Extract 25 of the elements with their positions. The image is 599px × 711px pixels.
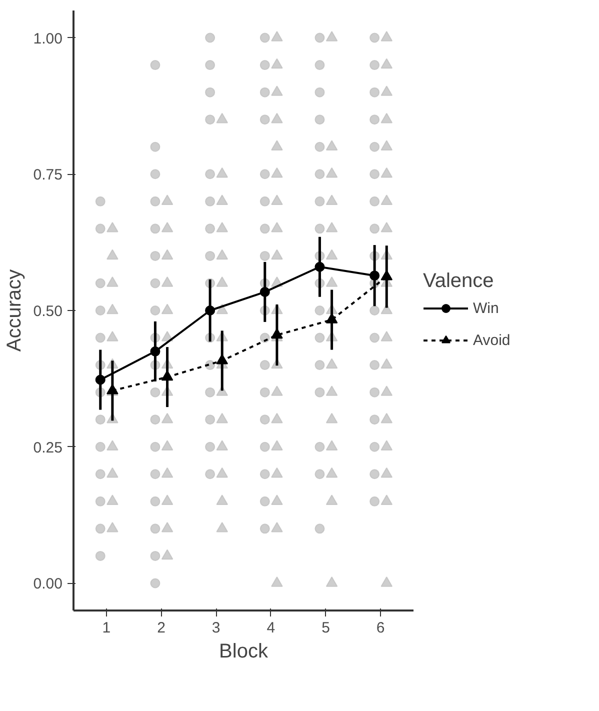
- point: [95, 374, 106, 385]
- y-tick-label: 0.75: [33, 166, 63, 184]
- point: [161, 370, 174, 381]
- x-tick-label: 2: [157, 620, 166, 636]
- point: [260, 286, 270, 297]
- x-tick-label: 3: [212, 620, 220, 636]
- point: [216, 354, 228, 364]
- point: [314, 262, 325, 272]
- x-tick-label: 6: [376, 620, 385, 636]
- y-tick-label: 0.00: [33, 576, 63, 593]
- x-tick-label: 1: [102, 620, 111, 636]
- legend-label: Win: [473, 300, 499, 316]
- x-axis-title: Block: [219, 640, 269, 662]
- y-tick-label: 0.25: [33, 439, 63, 456]
- point: [370, 270, 380, 281]
- y-axis-title: Accuracy: [3, 269, 26, 352]
- legend-title: Valence: [423, 270, 495, 293]
- x-tick-label: 5: [322, 620, 330, 636]
- legend-label: Avoid: [473, 332, 510, 348]
- point: [326, 313, 338, 324]
- y-tick-label: 0.50: [33, 303, 63, 320]
- point: [150, 346, 160, 356]
- x-tick-label: 4: [266, 620, 276, 636]
- point: [271, 328, 283, 339]
- y-tick-label: 1.00: [33, 30, 63, 48]
